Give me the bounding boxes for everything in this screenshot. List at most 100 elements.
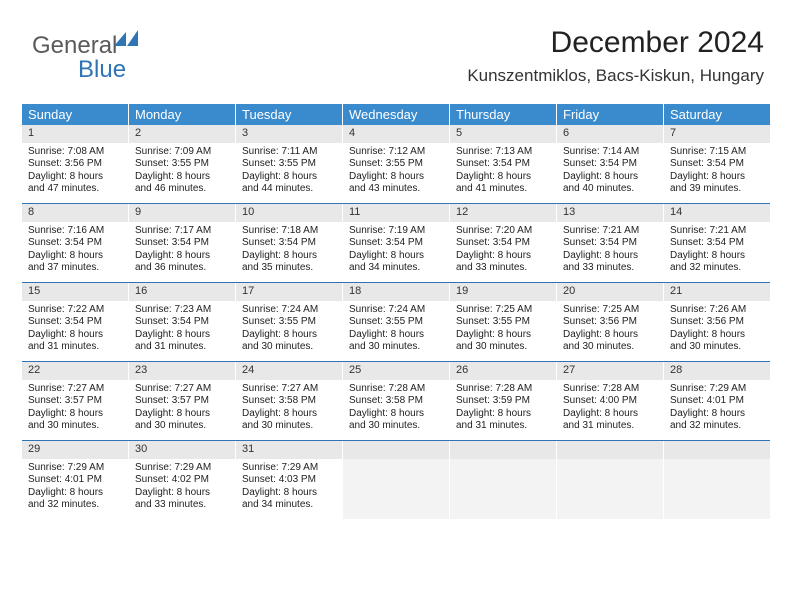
day-body: Sunrise: 7:15 AMSunset: 3:54 PMDaylight:…	[664, 143, 770, 202]
sunrise-line: Sunrise: 7:28 AM	[563, 383, 659, 396]
day-body	[450, 459, 556, 519]
calendar-cell: 21Sunrise: 7:26 AMSunset: 3:56 PMDayligh…	[664, 283, 770, 361]
sunrise-line: Sunrise: 7:20 AM	[456, 225, 552, 238]
day-body: Sunrise: 7:09 AMSunset: 3:55 PMDaylight:…	[129, 143, 235, 202]
weekday-header: Tuesday	[236, 104, 343, 125]
sunset-line: Sunset: 3:54 PM	[670, 158, 766, 171]
calendar-cell-empty	[557, 441, 664, 519]
sunrise-line: Sunrise: 7:14 AM	[563, 146, 659, 159]
day-body: Sunrise: 7:27 AMSunset: 3:57 PMDaylight:…	[129, 380, 235, 439]
day-body: Sunrise: 7:14 AMSunset: 3:54 PMDaylight:…	[557, 143, 663, 202]
calendar-cell: 20Sunrise: 7:25 AMSunset: 3:56 PMDayligh…	[557, 283, 664, 361]
calendar-cell: 31Sunrise: 7:29 AMSunset: 4:03 PMDayligh…	[236, 441, 343, 519]
daylight-line-1: Daylight: 8 hours	[28, 171, 124, 184]
daylight-line-2: and 39 minutes.	[670, 183, 766, 196]
sunrise-line: Sunrise: 7:27 AM	[135, 383, 231, 396]
calendar-week-row: 8Sunrise: 7:16 AMSunset: 3:54 PMDaylight…	[22, 203, 770, 282]
daylight-line-2: and 30 minutes.	[563, 341, 659, 354]
daylight-line-1: Daylight: 8 hours	[242, 329, 338, 342]
daylight-line-2: and 31 minutes.	[456, 420, 552, 433]
sunset-line: Sunset: 3:54 PM	[28, 237, 124, 250]
calendar-cell: 23Sunrise: 7:27 AMSunset: 3:57 PMDayligh…	[129, 362, 236, 440]
calendar-cell: 12Sunrise: 7:20 AMSunset: 3:54 PMDayligh…	[450, 204, 557, 282]
calendar-cell: 26Sunrise: 7:28 AMSunset: 3:59 PMDayligh…	[450, 362, 557, 440]
calendar-week-row: 1Sunrise: 7:08 AMSunset: 3:56 PMDaylight…	[22, 125, 770, 203]
sunrise-line: Sunrise: 7:25 AM	[563, 304, 659, 317]
calendar-cell: 19Sunrise: 7:25 AMSunset: 3:55 PMDayligh…	[450, 283, 557, 361]
sunset-line: Sunset: 3:54 PM	[456, 158, 552, 171]
daylight-line-2: and 36 minutes.	[135, 262, 231, 275]
daylight-line-1: Daylight: 8 hours	[563, 171, 659, 184]
daylight-line-1: Daylight: 8 hours	[670, 408, 766, 421]
calendar-cell-empty	[450, 441, 557, 519]
calendar-cell: 10Sunrise: 7:18 AMSunset: 3:54 PMDayligh…	[236, 204, 343, 282]
day-body: Sunrise: 7:22 AMSunset: 3:54 PMDaylight:…	[22, 301, 128, 360]
calendar-cell: 29Sunrise: 7:29 AMSunset: 4:01 PMDayligh…	[22, 441, 129, 519]
day-number: 16	[129, 283, 235, 301]
brand-triangle-icon	[114, 28, 140, 48]
daylight-line-2: and 41 minutes.	[456, 183, 552, 196]
day-body: Sunrise: 7:17 AMSunset: 3:54 PMDaylight:…	[129, 222, 235, 281]
sunrise-line: Sunrise: 7:08 AM	[28, 146, 124, 159]
weekday-header: Friday	[557, 104, 664, 125]
daylight-line-1: Daylight: 8 hours	[670, 250, 766, 263]
day-body: Sunrise: 7:27 AMSunset: 3:58 PMDaylight:…	[236, 380, 342, 439]
sunset-line: Sunset: 3:55 PM	[349, 316, 445, 329]
brand-logo: General Blue	[32, 32, 117, 60]
day-body: Sunrise: 7:29 AMSunset: 4:01 PMDaylight:…	[22, 459, 128, 518]
calendar-cell: 3Sunrise: 7:11 AMSunset: 3:55 PMDaylight…	[236, 125, 343, 203]
daylight-line-2: and 30 minutes.	[349, 420, 445, 433]
daylight-line-2: and 43 minutes.	[349, 183, 445, 196]
calendar-week-row: 15Sunrise: 7:22 AMSunset: 3:54 PMDayligh…	[22, 282, 770, 361]
day-number: 31	[236, 441, 342, 459]
calendar-cell-empty	[343, 441, 450, 519]
calendar-cell: 6Sunrise: 7:14 AMSunset: 3:54 PMDaylight…	[557, 125, 664, 203]
daylight-line-2: and 35 minutes.	[242, 262, 338, 275]
day-body: Sunrise: 7:27 AMSunset: 3:57 PMDaylight:…	[22, 380, 128, 439]
day-number: 21	[664, 283, 770, 301]
sunrise-line: Sunrise: 7:28 AM	[456, 383, 552, 396]
day-body: Sunrise: 7:20 AMSunset: 3:54 PMDaylight:…	[450, 222, 556, 281]
day-body: Sunrise: 7:26 AMSunset: 3:56 PMDaylight:…	[664, 301, 770, 360]
sunset-line: Sunset: 3:55 PM	[242, 158, 338, 171]
daylight-line-2: and 31 minutes.	[28, 341, 124, 354]
daylight-line-1: Daylight: 8 hours	[563, 250, 659, 263]
sunset-line: Sunset: 3:55 PM	[456, 316, 552, 329]
calendar-cell: 30Sunrise: 7:29 AMSunset: 4:02 PMDayligh…	[129, 441, 236, 519]
sunset-line: Sunset: 3:57 PM	[28, 395, 124, 408]
day-number: 6	[557, 125, 663, 143]
sunrise-line: Sunrise: 7:09 AM	[135, 146, 231, 159]
daylight-line-1: Daylight: 8 hours	[28, 329, 124, 342]
daylight-line-1: Daylight: 8 hours	[456, 408, 552, 421]
day-number: 12	[450, 204, 556, 222]
sunset-line: Sunset: 3:54 PM	[563, 158, 659, 171]
calendar-cell: 22Sunrise: 7:27 AMSunset: 3:57 PMDayligh…	[22, 362, 129, 440]
sunset-line: Sunset: 3:58 PM	[349, 395, 445, 408]
day-body: Sunrise: 7:11 AMSunset: 3:55 PMDaylight:…	[236, 143, 342, 202]
calendar-cell: 15Sunrise: 7:22 AMSunset: 3:54 PMDayligh…	[22, 283, 129, 361]
sunrise-line: Sunrise: 7:27 AM	[28, 383, 124, 396]
calendar-cell: 11Sunrise: 7:19 AMSunset: 3:54 PMDayligh…	[343, 204, 450, 282]
day-body: Sunrise: 7:13 AMSunset: 3:54 PMDaylight:…	[450, 143, 556, 202]
calendar-cell: 1Sunrise: 7:08 AMSunset: 3:56 PMDaylight…	[22, 125, 129, 203]
sunrise-line: Sunrise: 7:21 AM	[563, 225, 659, 238]
daylight-line-1: Daylight: 8 hours	[28, 408, 124, 421]
day-body	[557, 459, 663, 519]
daylight-line-1: Daylight: 8 hours	[242, 171, 338, 184]
sunset-line: Sunset: 3:56 PM	[670, 316, 766, 329]
sunrise-line: Sunrise: 7:21 AM	[670, 225, 766, 238]
sunrise-line: Sunrise: 7:29 AM	[242, 462, 338, 475]
day-number: 23	[129, 362, 235, 380]
sunrise-line: Sunrise: 7:29 AM	[28, 462, 124, 475]
daylight-line-1: Daylight: 8 hours	[670, 329, 766, 342]
day-number: 4	[343, 125, 449, 143]
month-title: December 2024	[467, 26, 764, 60]
day-body	[664, 459, 770, 519]
day-body: Sunrise: 7:12 AMSunset: 3:55 PMDaylight:…	[343, 143, 449, 202]
calendar-cell: 25Sunrise: 7:28 AMSunset: 3:58 PMDayligh…	[343, 362, 450, 440]
calendar-cell: 4Sunrise: 7:12 AMSunset: 3:55 PMDaylight…	[343, 125, 450, 203]
day-number: 1	[22, 125, 128, 143]
daylight-line-2: and 33 minutes.	[563, 262, 659, 275]
daylight-line-2: and 30 minutes.	[242, 341, 338, 354]
weekday-header: Saturday	[664, 104, 770, 125]
